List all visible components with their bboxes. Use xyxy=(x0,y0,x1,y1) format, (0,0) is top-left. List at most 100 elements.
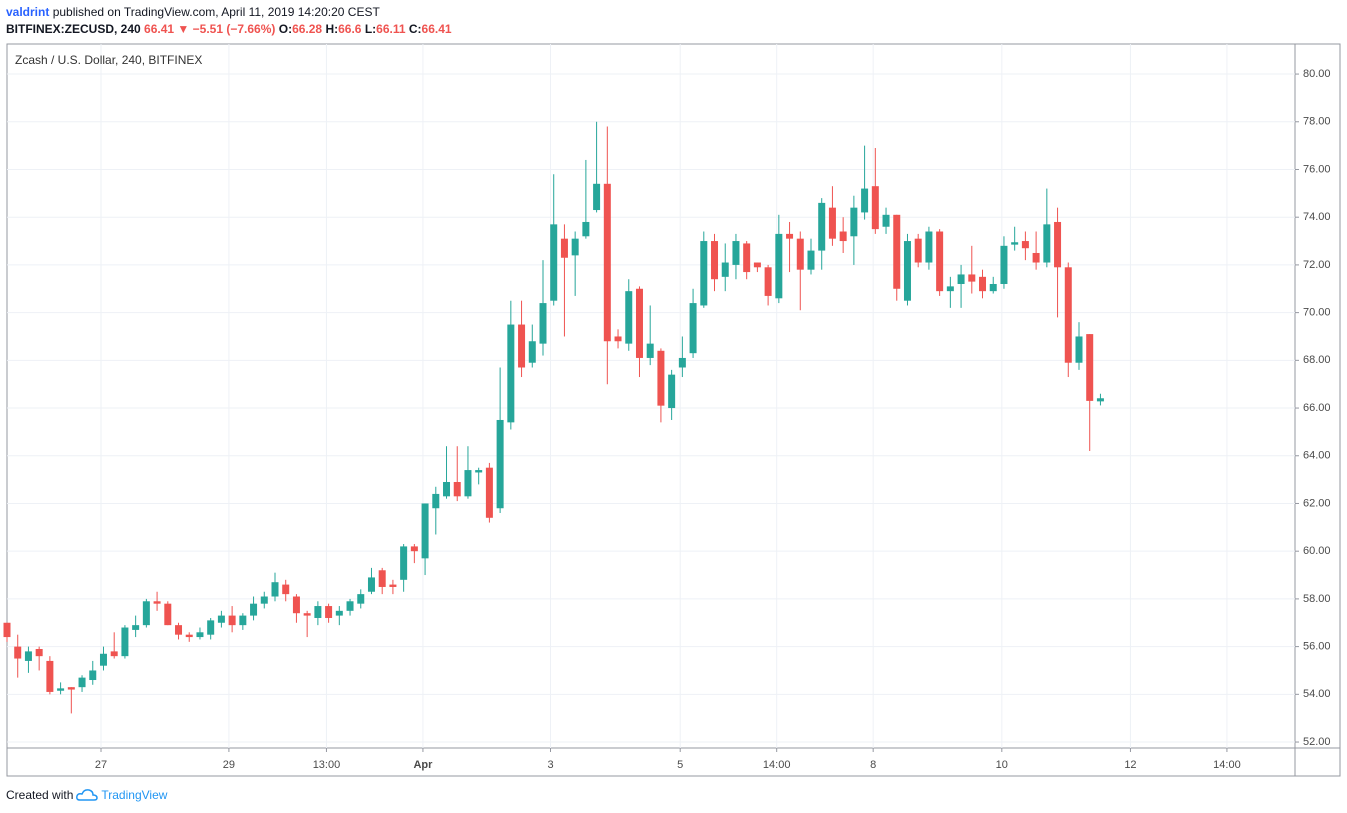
candle-body xyxy=(121,627,129,657)
created-with: Created with xyxy=(6,788,74,802)
candle-body xyxy=(625,291,633,344)
candle-body xyxy=(217,615,225,623)
y-tick-label: 56.00 xyxy=(1303,641,1331,653)
candle-body xyxy=(1011,242,1019,245)
candle-body xyxy=(507,324,515,423)
x-tick-label: 27 xyxy=(95,759,107,771)
candle-body xyxy=(485,467,493,518)
footer: Created with TradingView xyxy=(6,788,167,802)
candle-body xyxy=(957,274,965,284)
candle-body xyxy=(550,224,558,301)
candle-body xyxy=(989,283,997,292)
y-tick-label: 58.00 xyxy=(1303,593,1331,605)
candle-body xyxy=(979,276,987,292)
y-tick-label: 72.00 xyxy=(1303,259,1331,271)
author[interactable]: valdrint xyxy=(6,5,50,19)
candle-body xyxy=(518,324,526,368)
y-tick-label: 64.00 xyxy=(1303,450,1331,462)
candle-body xyxy=(807,250,815,270)
candle-body xyxy=(443,482,451,497)
candle-body xyxy=(378,570,386,587)
candle-body xyxy=(1000,245,1008,284)
candle-body xyxy=(668,374,676,409)
candle-body xyxy=(196,632,204,638)
candle-body xyxy=(153,601,161,604)
x-tick-label: 5 xyxy=(677,759,683,771)
candle-body xyxy=(786,233,794,239)
candle-body xyxy=(389,584,397,587)
candle-body xyxy=(1086,334,1094,401)
candle-body xyxy=(410,546,418,552)
candle-body xyxy=(175,625,183,635)
candle-body xyxy=(946,286,954,292)
l-label: L: xyxy=(364,22,377,36)
x-tick-label: 14:00 xyxy=(763,759,791,771)
h-label: H: xyxy=(325,22,339,36)
candle-body xyxy=(614,336,622,342)
candle-body xyxy=(818,202,826,251)
candle-body xyxy=(271,582,279,597)
chart-title: Zcash / U.S. Dollar, 240, BITFINEX xyxy=(15,53,202,67)
candle-body xyxy=(78,677,86,688)
candle-body xyxy=(528,341,536,363)
candle-body xyxy=(67,687,75,690)
candle-body xyxy=(936,231,944,292)
candle-body xyxy=(228,615,236,626)
candle-body xyxy=(732,241,740,265)
candle-body xyxy=(325,606,333,618)
y-tick-label: 62.00 xyxy=(1303,497,1331,509)
candle-body xyxy=(882,214,890,227)
candle-body xyxy=(1064,267,1072,363)
candle-body xyxy=(871,186,879,230)
candle-body xyxy=(453,482,461,497)
candle-body xyxy=(250,603,258,616)
candle-body xyxy=(260,596,268,604)
x-tick-label: Apr xyxy=(413,759,433,771)
candle-body xyxy=(1096,398,1104,402)
candle-body xyxy=(711,241,719,280)
brand[interactable]: TradingView xyxy=(101,788,168,802)
candle-body xyxy=(968,274,976,282)
x-tick-label: 8 xyxy=(870,759,876,771)
candle-body xyxy=(292,596,300,614)
candle-body xyxy=(796,238,804,270)
candle-body xyxy=(893,214,901,289)
candle-body xyxy=(1032,252,1040,263)
x-tick-label: 14:00 xyxy=(1213,759,1241,771)
candle-body xyxy=(678,357,686,368)
y-tick-label: 52.00 xyxy=(1303,736,1331,748)
x-tick-label: 3 xyxy=(547,759,553,771)
candle-body xyxy=(1075,336,1083,363)
c-label: C: xyxy=(408,22,422,36)
logo xyxy=(76,789,99,801)
y-tick-label: 76.00 xyxy=(1303,163,1331,175)
candle-body xyxy=(753,262,761,268)
frame xyxy=(6,43,1341,777)
chart: Zcash / U.S. Dollar, 240, BITFINEX 52.00… xyxy=(3,43,1341,777)
candle-body xyxy=(1054,221,1062,268)
candle-body xyxy=(239,615,247,626)
candle-body xyxy=(464,470,472,497)
x-tick-label: 10 xyxy=(996,759,1008,771)
grid xyxy=(7,44,1295,748)
candle-body xyxy=(207,620,215,635)
published: published on TradingView.com, April 11, … xyxy=(52,5,380,19)
candle-body xyxy=(14,646,22,659)
candle-body xyxy=(828,207,836,239)
publish-line: valdrint published on TradingView.com, A… xyxy=(6,5,380,19)
candle-body xyxy=(1043,224,1051,263)
candle-body xyxy=(539,303,547,344)
y-tick-label: 60.00 xyxy=(1303,545,1331,557)
y-tick-label: 68.00 xyxy=(1303,354,1331,366)
candle-body xyxy=(346,601,354,611)
candle-body xyxy=(689,303,697,354)
y-tick-label: 78.00 xyxy=(1303,116,1331,128)
candle-body xyxy=(700,241,708,306)
y-tick-label: 54.00 xyxy=(1303,688,1331,700)
h-value: 66.6 xyxy=(338,22,362,36)
candle-body xyxy=(99,653,107,666)
candle-body xyxy=(925,231,933,263)
candle-body xyxy=(496,419,504,509)
candle-body xyxy=(185,634,193,638)
